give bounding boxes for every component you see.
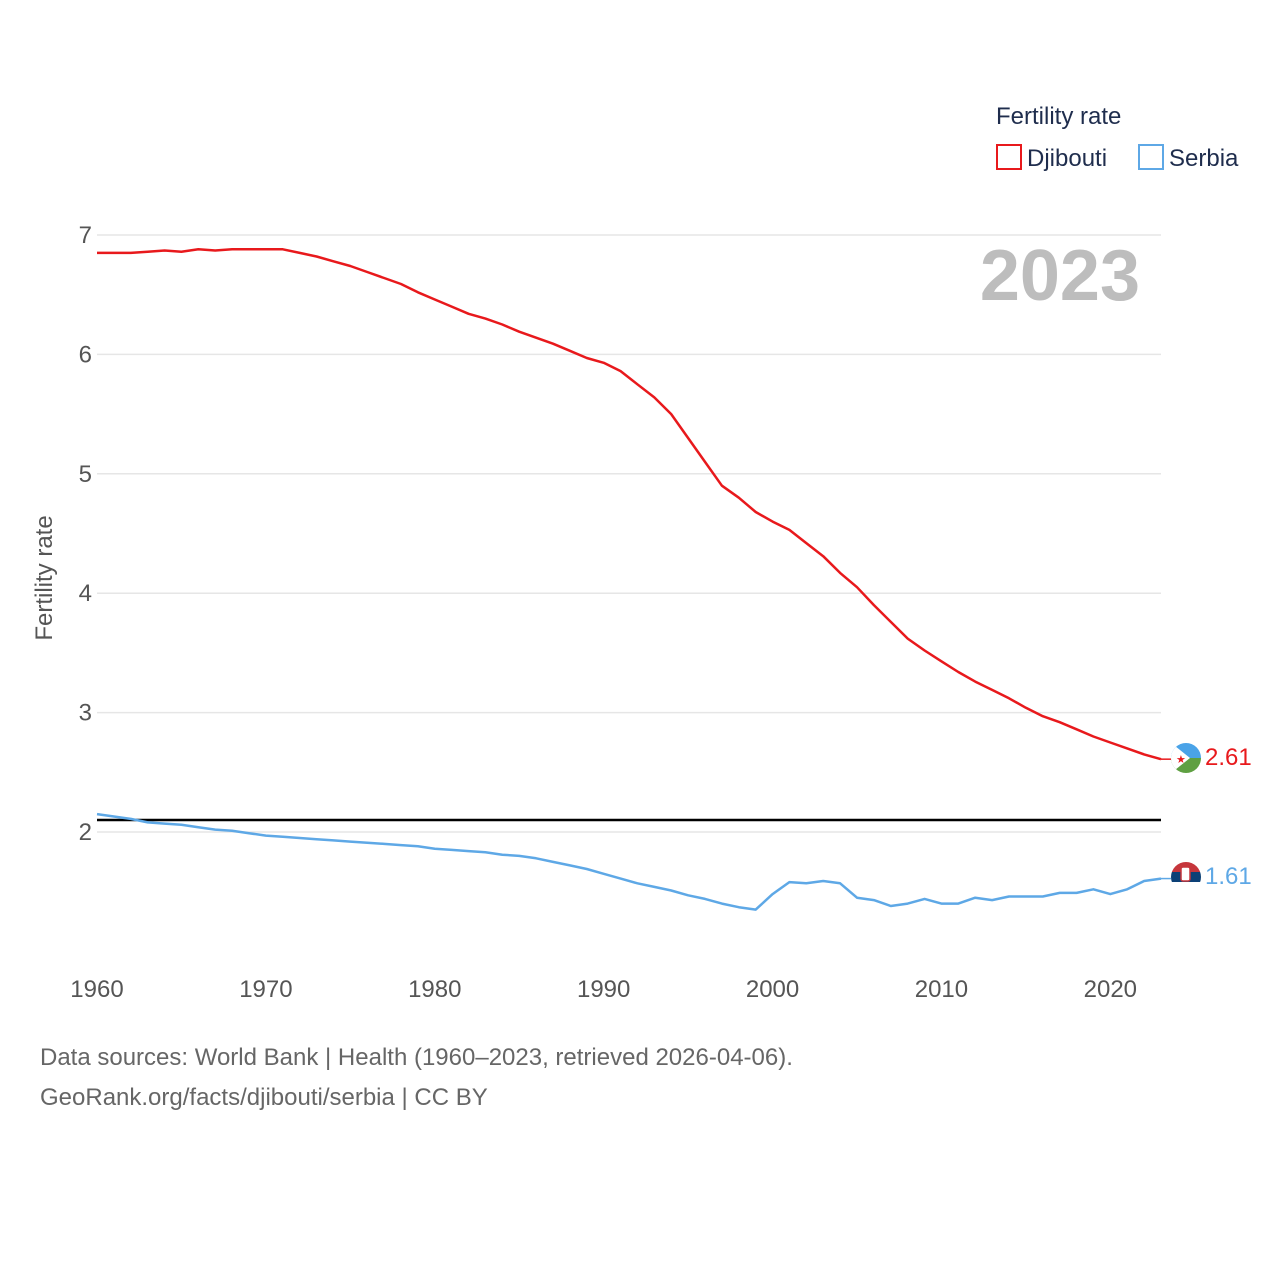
y-tick-label: 5 [79, 461, 92, 488]
end-value-serbia: 1.61 [1205, 863, 1252, 890]
x-tick-label: 1960 [70, 976, 123, 1003]
x-tick-label: 2010 [915, 976, 968, 1003]
end-value-djibouti: 2.61 [1205, 744, 1252, 771]
x-tick-label: 1980 [408, 976, 461, 1003]
djibouti-flag-icon: ★ [1171, 743, 1201, 773]
legend-label-djibouti[interactable]: Djibouti [1027, 145, 1107, 172]
x-axis-ticks: 1960 1970 1980 1990 2000 2010 2020 [70, 976, 1137, 1003]
x-tick-label: 1970 [239, 976, 292, 1003]
y-axis-ticks: 2 3 4 5 6 7 [79, 222, 92, 846]
legend-swatch-djibouti[interactable] [996, 144, 1022, 170]
x-tick-label: 2020 [1084, 976, 1137, 1003]
y-tick-label: 2 [79, 819, 92, 846]
legend-swatch-serbia[interactable] [1138, 144, 1164, 170]
legend-title: Fertility rate [996, 103, 1121, 130]
series-line-serbia[interactable] [96, 812, 1162, 911]
y-tick-label: 3 [79, 700, 92, 727]
y-tick-label: 4 [79, 580, 92, 607]
legend[interactable]: Fertility rate Djibouti Serbia [996, 103, 1239, 172]
y-tick-label: 6 [79, 341, 92, 368]
footer-attribution[interactable]: GeoRank.org/facts/djibouti/serbia | CC B… [40, 1084, 488, 1111]
x-tick-label: 2000 [746, 976, 799, 1003]
chart: 2 3 4 5 6 7 1960 1970 1980 1990 2000 2010 2020 Fert… [31, 103, 1252, 1003]
grid-lines [97, 234, 1161, 833]
y-tick-label: 7 [79, 222, 92, 249]
legend-label-serbia[interactable]: Serbia [1169, 145, 1239, 172]
svg-text:★: ★ [1176, 753, 1186, 766]
series-line-djibouti[interactable] [97, 248, 1162, 761]
serbia-flag-icon [1171, 862, 1201, 892]
y-axis-title: Fertility rate [31, 515, 58, 640]
series-lines [96, 248, 1171, 911]
year-label: 2023 [980, 236, 1140, 316]
footer-sources: Data sources: World Bank | Health (1960–… [40, 1044, 793, 1071]
x-tick-label: 1990 [577, 976, 630, 1003]
